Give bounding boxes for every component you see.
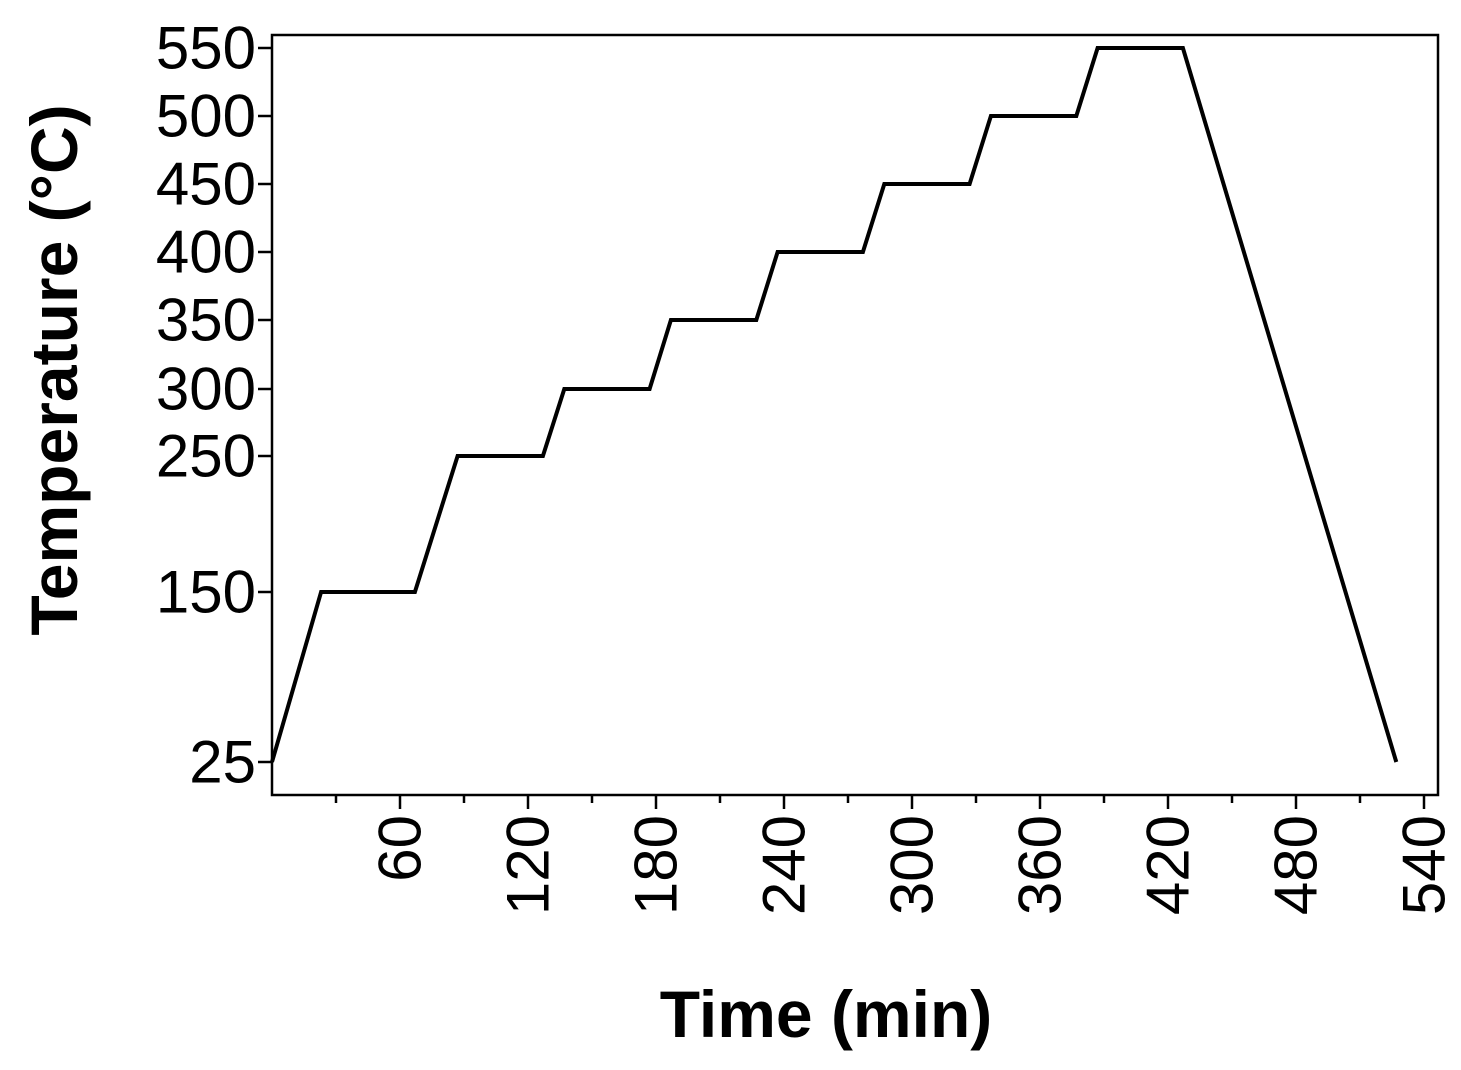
x-tick-label: 360 (1007, 815, 1074, 915)
x-axis-ticks (334, 795, 1426, 809)
series-layer (270, 46, 1399, 763)
y-axis-title: Temperature (°C) (17, 104, 91, 635)
y-tick-label: 450 (156, 151, 256, 218)
x-axis-tick-labels: 60 120 180 240 300 360 420 480 540 (367, 815, 1458, 915)
y-tick-label: 550 (156, 15, 256, 82)
y-tick-label: 250 (156, 423, 256, 490)
y-axis-ticks (258, 46, 272, 764)
x-tick-label: 420 (1135, 815, 1202, 915)
y-tick-label: 350 (156, 287, 256, 354)
x-tick-label: 540 (1391, 815, 1458, 915)
x-tick-label: 240 (751, 815, 818, 915)
plot-frame (270, 33, 1440, 797)
x-tick-label: 180 (623, 815, 690, 915)
y-tick-label: 400 (156, 219, 256, 286)
y-tick-label: 25 (189, 729, 256, 796)
x-tick-label: 120 (495, 815, 562, 915)
x-tick-label: 480 (1263, 815, 1330, 915)
temperature-profile-line (270, 46, 1399, 763)
y-tick-label: 300 (156, 356, 256, 423)
x-axis-title: Time (min) (660, 977, 992, 1051)
y-tick-label: 500 (156, 83, 256, 150)
y-tick-label: 150 (156, 559, 256, 626)
x-tick-label: 300 (879, 815, 946, 915)
x-tick-label: 60 (367, 815, 434, 882)
